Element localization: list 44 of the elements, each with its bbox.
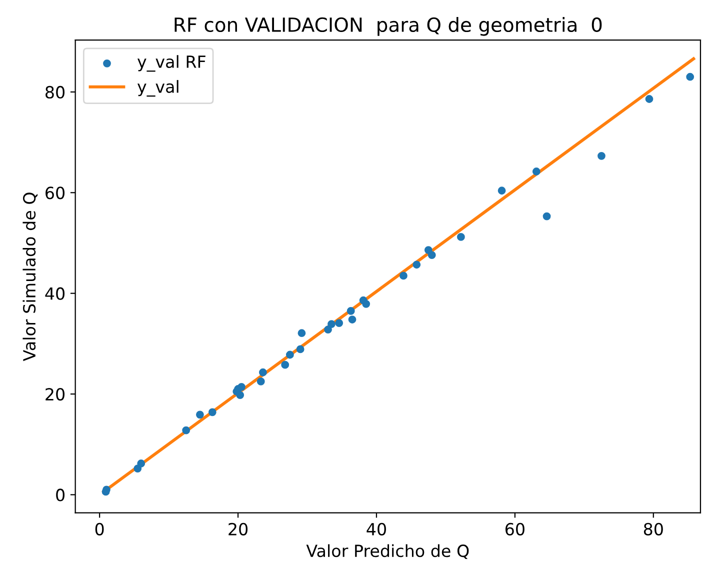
legend-label: y_val RF [137, 55, 206, 72]
point [258, 368, 267, 376]
point [498, 186, 506, 195]
point [542, 212, 551, 220]
point [362, 300, 370, 308]
x-axis-title: Valor Predicho de Q [306, 544, 469, 560]
point [598, 152, 606, 160]
point [236, 391, 244, 399]
point [137, 460, 146, 468]
point [298, 329, 306, 338]
point [256, 377, 265, 386]
point [324, 326, 332, 334]
x-tick-label: 0 [95, 522, 104, 536]
point [686, 72, 694, 81]
point [328, 320, 336, 328]
point [532, 168, 540, 176]
x-tick-label: 20 [228, 522, 248, 536]
point [238, 383, 246, 391]
point [196, 410, 204, 419]
y-axis-title: Valor Simulado de Q [22, 192, 38, 362]
point [296, 345, 304, 354]
point [208, 408, 216, 416]
point [346, 307, 355, 315]
point [428, 251, 436, 260]
x-tick-label: 60 [506, 522, 524, 536]
legend-label: y_val [137, 80, 178, 97]
y-tick-label: 40 [45, 287, 64, 300]
y-tick-label: 20 [46, 388, 64, 401]
point [134, 464, 142, 472]
point [400, 272, 408, 280]
x-tick-label: 80 [644, 522, 663, 536]
point [335, 319, 344, 327]
x-tick-label: 40 [366, 522, 386, 536]
y-tick-label: 0 [56, 488, 64, 502]
point [281, 360, 290, 369]
point [348, 316, 356, 324]
y-tick-label: 80 [46, 86, 64, 99]
point [412, 260, 421, 269]
y-tick-label: 60 [46, 186, 64, 200]
chart-title: RF con VALIDACION para Q de geometria 0 [174, 17, 602, 36]
point [182, 426, 190, 434]
point [645, 95, 654, 103]
point [286, 350, 294, 359]
point [456, 233, 465, 241]
